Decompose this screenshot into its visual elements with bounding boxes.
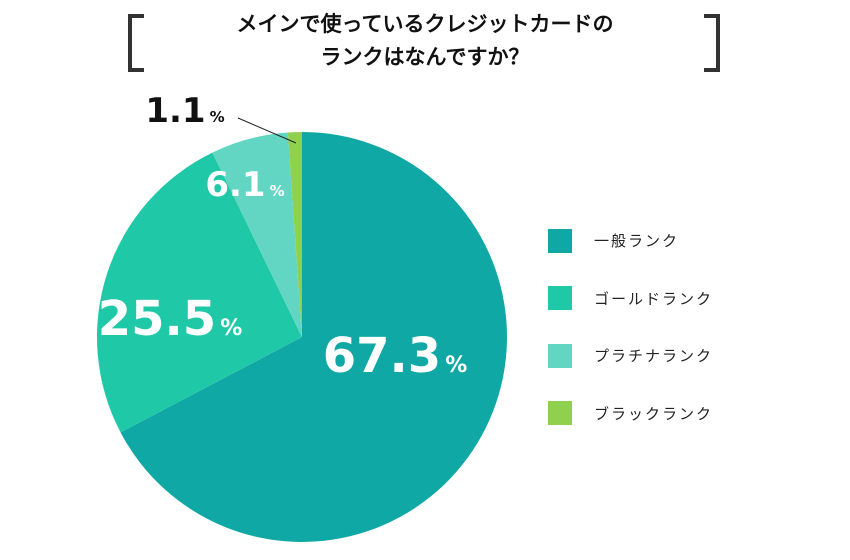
title-line-1: メインで使っているクレジットカードの: [236, 12, 614, 36]
legend-item-black: ブラックランク: [548, 385, 713, 443]
data-label-unit: %: [445, 353, 467, 378]
data-label-unit: %: [210, 108, 225, 126]
left-bracket: [128, 14, 144, 72]
legend: 一般ランク ゴールドランク プラチナランク ブラックランク: [548, 212, 713, 442]
chart-title: メインで使っているクレジットカードの ランクはなんですか？: [150, 8, 700, 74]
data-label-platinum: 6.1%: [205, 165, 284, 205]
legend-item-platinum: プラチナランク: [548, 327, 713, 385]
pie-slice-gold: [96, 152, 302, 433]
legend-label: ブラックランク: [594, 404, 714, 423]
legend-swatch: [548, 343, 572, 368]
pie-slice-black: [287, 132, 302, 337]
legend-label: 一般ランク: [594, 232, 680, 251]
data-label-gold: 25.5%: [98, 291, 242, 347]
data-label-unit: %: [270, 182, 285, 200]
data-label-general: 67.3%: [323, 328, 467, 384]
legend-swatch: [548, 286, 572, 311]
legend-label: プラチナランク: [594, 347, 714, 366]
right-bracket: [704, 14, 720, 72]
legend-item-general: 一般ランク: [548, 212, 713, 270]
data-label-value: 1.1: [145, 91, 205, 131]
legend-label: ゴールドランク: [594, 289, 714, 308]
legend-swatch: [548, 228, 572, 253]
data-label-value: 6.1: [205, 165, 265, 205]
data-label-black: 1.1%: [145, 91, 224, 131]
legend-item-gold: ゴールドランク: [548, 270, 713, 328]
pie-slice-general: [120, 132, 507, 543]
data-label-value: 67.3: [323, 328, 441, 384]
legend-swatch: [548, 401, 572, 426]
data-label-unit: %: [220, 316, 242, 341]
pie-slice-platinum: [212, 132, 302, 337]
title-line-2: ランクはなんですか？: [320, 45, 530, 69]
data-label-value: 25.5: [98, 291, 216, 347]
leader-line: [237, 117, 297, 144]
